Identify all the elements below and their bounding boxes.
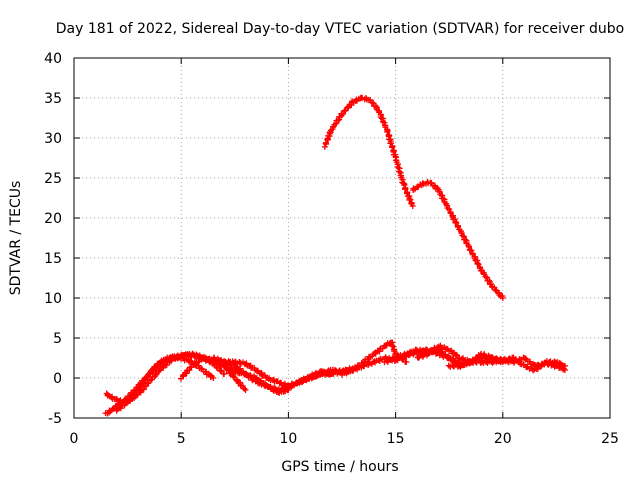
data-point (403, 359, 410, 365)
y-axis-label: SDTVAR / TECUs (8, 181, 24, 296)
y-tick-label: 0 (53, 371, 62, 387)
data-point (475, 261, 482, 268)
grid-layer (74, 58, 610, 418)
data-point (221, 371, 228, 377)
data-point (134, 387, 141, 394)
data-point (207, 373, 214, 380)
x-tick-label: 15 (387, 431, 405, 447)
chart-title: Day 181 of 2022, Sidereal Day-to-day VTE… (56, 21, 624, 37)
x-tick-label: 10 (279, 431, 297, 447)
data-point (384, 128, 391, 135)
data-point (465, 243, 472, 250)
y-tick-label: -5 (48, 411, 62, 427)
data-point (462, 236, 469, 243)
data-point (530, 367, 537, 374)
y-tick-label: 30 (44, 131, 62, 147)
data-point (561, 363, 568, 369)
data-point (407, 196, 414, 203)
data-point (401, 182, 408, 189)
data-point (409, 203, 416, 209)
data-point (468, 247, 475, 254)
data-point (231, 367, 238, 374)
data-point (106, 407, 113, 414)
y-tick-label: 15 (44, 251, 62, 267)
data-point (388, 140, 395, 147)
y-tick-label: 5 (53, 331, 62, 347)
x-axis-label: GPS time / hours (281, 459, 398, 475)
data-point (156, 367, 163, 374)
y-tick-label: 20 (44, 211, 62, 227)
data-series (321, 94, 416, 209)
y-tick-label: 10 (44, 291, 62, 307)
data-point (210, 375, 217, 381)
data-point (321, 143, 328, 150)
data-point (241, 385, 248, 392)
y-tick-label: 40 (44, 51, 62, 67)
data-point (186, 367, 193, 374)
x-tick-label: 20 (494, 431, 512, 447)
data-series (410, 178, 506, 301)
data-point (492, 286, 499, 293)
data-series (445, 354, 568, 374)
data-point (396, 168, 403, 175)
x-tick-label: 5 (177, 431, 186, 447)
data-point (340, 110, 347, 117)
data-point (187, 357, 194, 364)
data-series (220, 362, 292, 396)
data-point (447, 347, 454, 354)
tick-layer: 0 5 10 15 20 25 -5 0 5 10 15 20 25 30 35 40 (44, 51, 619, 447)
data-point (499, 295, 506, 301)
data-point (242, 387, 249, 393)
data-point (389, 144, 396, 151)
y-tick-label: 25 (44, 171, 62, 187)
plot-frame (73, 57, 611, 419)
y-tick-label: 35 (44, 91, 62, 107)
data-point (389, 342, 396, 349)
data-point (285, 387, 292, 393)
data-point (217, 367, 224, 374)
x-tick-label: 25 (601, 431, 619, 447)
x-tick-label: 0 (70, 431, 79, 447)
data-layer (102, 94, 568, 417)
data-point (425, 350, 432, 357)
